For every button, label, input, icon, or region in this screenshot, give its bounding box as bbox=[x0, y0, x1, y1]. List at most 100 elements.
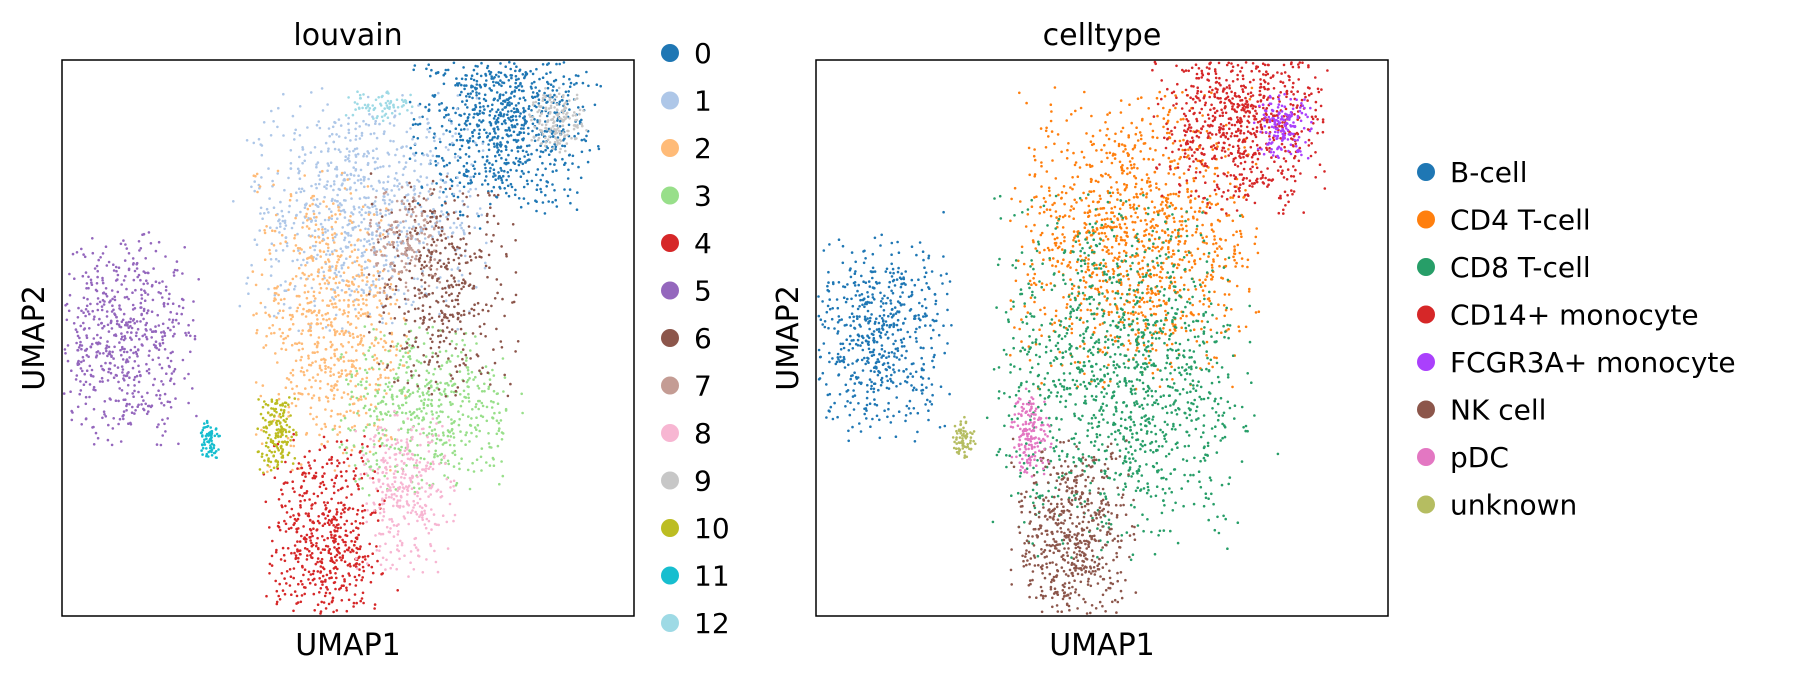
scatter-point bbox=[468, 283, 472, 287]
scatter-point bbox=[467, 372, 470, 376]
scatter-point bbox=[506, 394, 510, 398]
scatter-point bbox=[437, 329, 440, 332]
scatter-point bbox=[485, 419, 489, 423]
scatter-point bbox=[272, 299, 276, 303]
scatter-point bbox=[404, 302, 408, 306]
scatter-point bbox=[333, 317, 336, 321]
scatter-point bbox=[345, 470, 348, 473]
scatter-point bbox=[133, 375, 137, 379]
scatter-point bbox=[461, 357, 464, 361]
scatter-point bbox=[131, 291, 134, 295]
scatter-point bbox=[149, 242, 153, 245]
scatter-point bbox=[429, 193, 432, 196]
scatter-point bbox=[352, 470, 356, 473]
scatter-point bbox=[118, 417, 122, 421]
scatter-point bbox=[439, 140, 442, 144]
scatter-point bbox=[331, 233, 334, 237]
scatter-point bbox=[531, 129, 534, 133]
scatter-point bbox=[117, 380, 120, 384]
scatter-point bbox=[296, 232, 299, 236]
scatter-point bbox=[319, 571, 322, 574]
scatter-point bbox=[407, 338, 410, 341]
scatter-point bbox=[458, 417, 462, 421]
scatter-point bbox=[95, 354, 99, 357]
scatter-point bbox=[452, 221, 456, 225]
scatter-point bbox=[367, 177, 370, 181]
scatter-point bbox=[316, 161, 320, 164]
scatter-point bbox=[486, 212, 489, 216]
scatter-point bbox=[344, 155, 348, 158]
scatter-point bbox=[555, 95, 558, 99]
scatter-point bbox=[406, 431, 410, 434]
scatter-point bbox=[374, 294, 377, 297]
scatter-point bbox=[408, 100, 412, 104]
scatter-point bbox=[365, 298, 368, 302]
scatter-point bbox=[530, 179, 534, 183]
scatter-point bbox=[483, 266, 487, 270]
scatter-point bbox=[283, 297, 286, 301]
scatter-point bbox=[444, 291, 448, 294]
scatter-point bbox=[484, 170, 488, 173]
scatter-point bbox=[462, 309, 466, 313]
scatter-point bbox=[392, 535, 396, 538]
scatter-point bbox=[394, 354, 398, 357]
scatter-point bbox=[496, 146, 499, 149]
scatter-point bbox=[454, 84, 457, 87]
scatter-point bbox=[409, 127, 412, 130]
scatter-point bbox=[513, 90, 517, 93]
scatter-point bbox=[354, 584, 358, 587]
scatter-point bbox=[389, 261, 393, 265]
scatter-point bbox=[343, 510, 346, 514]
scatter-point bbox=[364, 397, 368, 400]
scatter-point bbox=[580, 150, 584, 154]
scatter-point bbox=[365, 266, 369, 269]
scatter-point bbox=[311, 351, 315, 354]
scatter-point bbox=[310, 273, 313, 276]
scatter-point bbox=[454, 389, 458, 393]
scatter-point bbox=[349, 550, 352, 554]
scatter-point bbox=[349, 139, 352, 142]
scatter-point bbox=[292, 523, 296, 527]
scatter-point bbox=[420, 185, 424, 188]
scatter-point bbox=[527, 170, 530, 174]
scatter-point bbox=[348, 255, 352, 259]
scatter-point bbox=[112, 417, 115, 420]
scatter-point bbox=[456, 184, 459, 187]
scatter-point bbox=[469, 92, 473, 95]
scatter-point bbox=[512, 138, 516, 142]
scatter-point bbox=[516, 340, 520, 343]
scatter-point bbox=[392, 241, 396, 244]
scatter-point bbox=[261, 217, 264, 220]
scatter-point bbox=[339, 124, 343, 127]
scatter-point bbox=[368, 346, 372, 349]
scatter-point bbox=[555, 143, 559, 146]
scatter-point bbox=[479, 332, 483, 336]
scatter-point bbox=[174, 318, 178, 322]
scatter-point bbox=[447, 305, 450, 308]
scatter-point bbox=[423, 281, 427, 284]
scatter-point bbox=[264, 344, 268, 347]
scatter-point bbox=[313, 459, 317, 462]
scatter-point bbox=[308, 449, 311, 453]
scatter-point bbox=[493, 411, 496, 415]
scatter-point bbox=[331, 227, 334, 231]
scatter-point bbox=[428, 251, 431, 254]
scatter-point bbox=[308, 498, 311, 501]
scatter-point bbox=[395, 199, 399, 203]
scatter-point bbox=[307, 354, 310, 358]
scatter-point bbox=[495, 327, 498, 331]
scatter-point bbox=[110, 354, 113, 358]
scatter-point bbox=[347, 305, 350, 308]
scatter-point bbox=[269, 274, 273, 277]
scatter-point bbox=[384, 263, 388, 267]
scatter-point bbox=[588, 149, 592, 152]
scatter-point bbox=[376, 227, 380, 231]
scatter-point bbox=[356, 152, 360, 156]
scatter-point bbox=[483, 389, 486, 393]
scatter-point bbox=[449, 379, 453, 383]
scatter-point bbox=[331, 236, 335, 240]
scatter-point bbox=[359, 314, 363, 317]
scatter-point bbox=[340, 289, 344, 292]
scatter-point bbox=[333, 481, 336, 485]
scatter-point bbox=[387, 175, 390, 178]
